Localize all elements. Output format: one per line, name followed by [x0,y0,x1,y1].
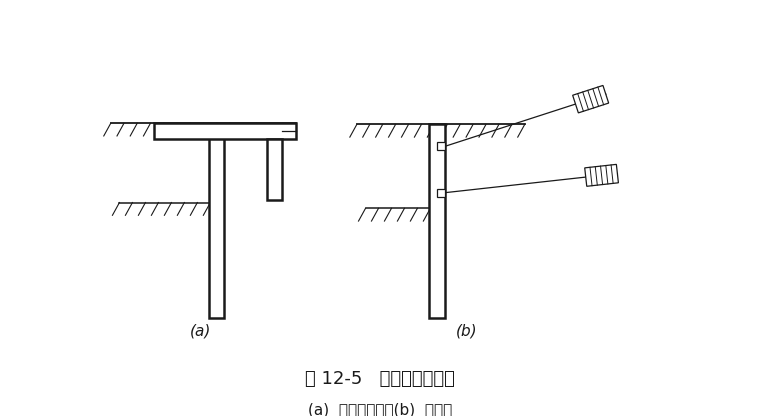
Bar [209,124,223,318]
Bar [437,142,445,151]
Text: (a)  地面拉锚式；(b)  锚杆式: (a) 地面拉锚式；(b) 锚杆式 [308,402,452,416]
Text: 图 12-5   拉锚式支护结构: 图 12-5 拉锚式支护结构 [305,370,455,389]
Text: (b): (b) [456,324,478,339]
Polygon shape [584,164,619,186]
Bar [437,188,445,197]
Polygon shape [572,85,609,113]
Bar [267,139,281,200]
Bar [154,123,296,139]
Bar [429,124,445,318]
Text: (a): (a) [190,324,211,339]
